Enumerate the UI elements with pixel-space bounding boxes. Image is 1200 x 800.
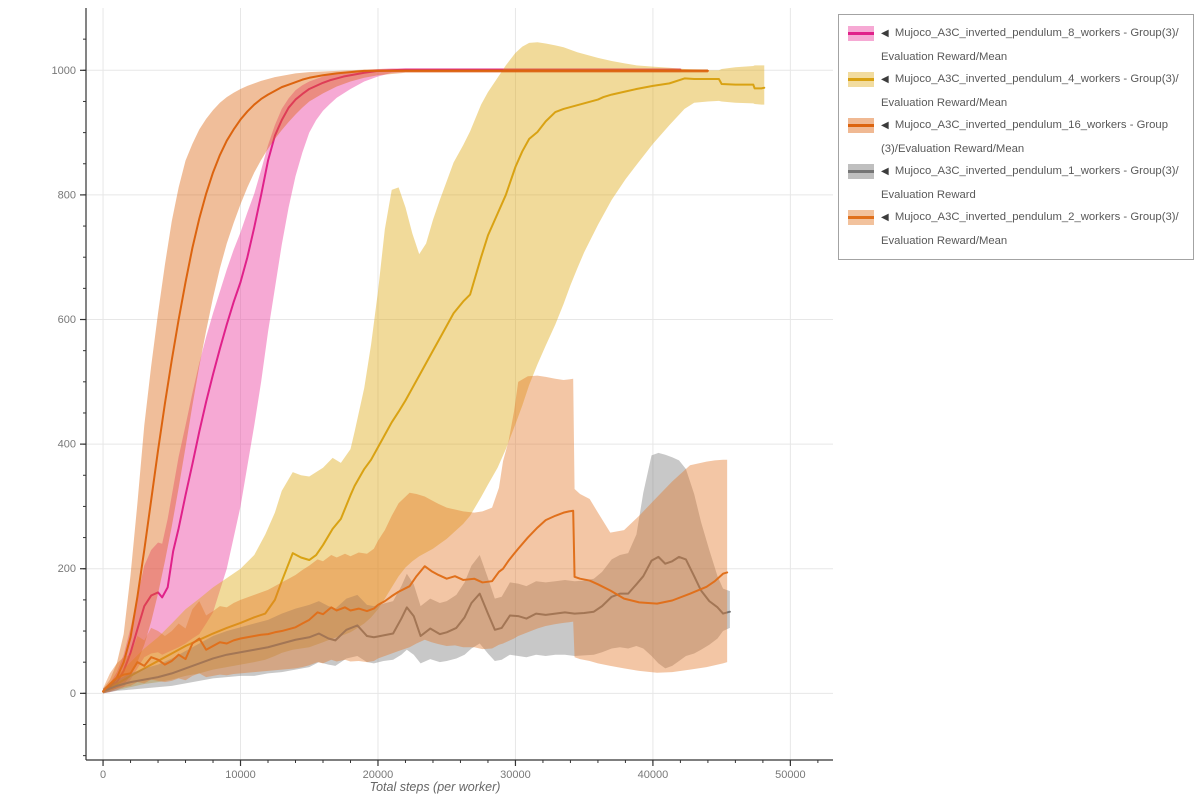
legend-item-8_workers[interactable]: ◀ Mujoco_A3C_inverted_pendulum_8_workers…	[848, 22, 1184, 68]
x-tick-label: 30000	[500, 769, 531, 781]
x-tick-label: 0	[100, 769, 106, 781]
series-4_workers	[102, 42, 766, 694]
legend-item-16_workers[interactable]: ◀ Mujoco_A3C_inverted_pendulum_16_worker…	[848, 114, 1184, 160]
line-16_workers	[102, 69, 709, 693]
x-axis-title: Total steps (per worker)	[369, 780, 501, 794]
legend-swatch-line	[848, 78, 874, 81]
x-tick-label: 20000	[363, 769, 394, 781]
y-tick-label: 0	[70, 688, 76, 700]
band-8_workers	[103, 68, 681, 694]
legend-item-2_workers[interactable]: ◀ Mujoco_A3C_inverted_pendulum_2_workers…	[848, 206, 1184, 252]
series-1_workers	[102, 452, 731, 694]
x-tick-label: 40000	[638, 769, 669, 781]
legend-swatch-1_workers	[848, 164, 874, 179]
legend-swatch-line	[848, 216, 874, 219]
y-tick-label: 1000	[52, 65, 76, 77]
legend-item-label: ◀ Mujoco_A3C_inverted_pendulum_2_workers…	[881, 211, 1179, 247]
line-1_workers	[102, 555, 731, 693]
chart-canvas: 0 10000 20000 30000 40000 50000 0 200 400 600 800 1…	[52, 8, 833, 781]
legend-marker-icon: ◀	[881, 120, 889, 131]
legend-swatch-2_workers	[848, 210, 874, 225]
line-8_workers	[102, 68, 682, 693]
legend-item-1_workers[interactable]: ◀ Mujoco_A3C_inverted_pendulum_1_workers…	[848, 160, 1184, 206]
y-tick-label: 800	[58, 189, 76, 201]
legend-swatch-16_workers	[848, 118, 874, 133]
legend-marker-icon: ◀	[881, 74, 889, 85]
series-2_workers	[102, 375, 729, 694]
legend-marker-icon: ◀	[881, 28, 889, 39]
legend-swatch-line	[848, 170, 874, 173]
legend-swatch-line	[848, 124, 874, 127]
series-8_workers	[102, 68, 682, 694]
legend-item-label: ◀ Mujoco_A3C_inverted_pendulum_1_workers…	[881, 165, 1179, 201]
series-16_workers	[102, 69, 709, 694]
band-2_workers	[103, 375, 728, 694]
y-tick-label: 600	[58, 314, 76, 326]
line-4_workers	[102, 77, 766, 693]
axes: 0 10000 20000 30000 40000 50000 0 200 400 600 800 1…	[52, 8, 833, 781]
y-tick-label: 400	[58, 439, 76, 451]
x-tick-label: 10000	[225, 769, 256, 781]
legend-item-label: ◀ Mujoco_A3C_inverted_pendulum_4_workers…	[881, 73, 1179, 109]
legend: ◀ Mujoco_A3C_inverted_pendulum_8_workers…	[838, 14, 1194, 260]
y-tick-label: 200	[58, 563, 76, 575]
legend-marker-icon: ◀	[881, 212, 889, 223]
legend-swatch-line	[848, 32, 874, 35]
legend-swatch-4_workers	[848, 72, 874, 87]
legend-swatch-8_workers	[848, 26, 874, 41]
x-tick-label: 50000	[775, 769, 806, 781]
line-2_workers	[102, 509, 729, 693]
band-4_workers	[103, 42, 765, 694]
grid	[86, 8, 833, 760]
legend-item-label: ◀ Mujoco_A3C_inverted_pendulum_8_workers…	[881, 27, 1179, 63]
legend-item-4_workers[interactable]: ◀ Mujoco_A3C_inverted_pendulum_4_workers…	[848, 68, 1184, 114]
legend-item-label: ◀ Mujoco_A3C_inverted_pendulum_16_worker…	[881, 119, 1169, 155]
legend-marker-icon: ◀	[881, 166, 889, 177]
band-1_workers	[103, 452, 730, 694]
